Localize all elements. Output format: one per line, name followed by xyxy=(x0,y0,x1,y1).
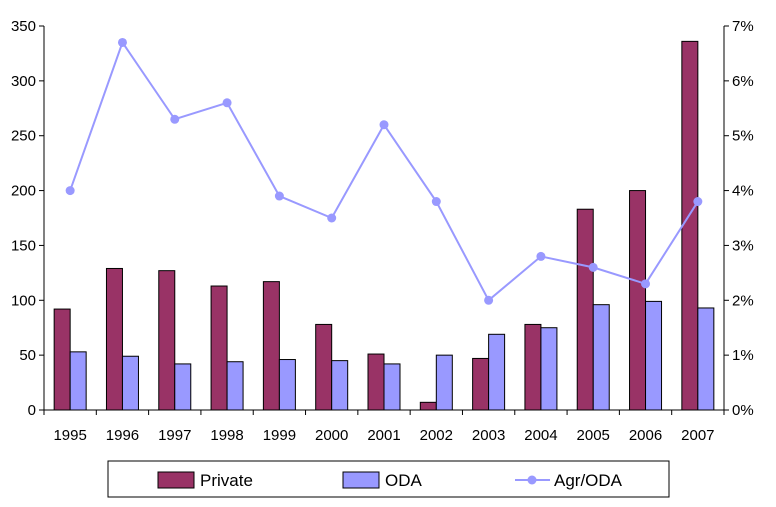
x-tick-label: 2004 xyxy=(524,427,557,444)
x-tick-label: 2002 xyxy=(420,427,453,444)
bar-oda xyxy=(488,333,506,411)
bar-oda xyxy=(697,307,715,411)
bar-series xyxy=(53,40,715,411)
bar-private xyxy=(158,270,176,411)
bar-private xyxy=(472,357,490,411)
point-agr-oda xyxy=(484,295,494,305)
point-agr-oda xyxy=(431,197,441,207)
line-agr-oda xyxy=(69,40,699,302)
left-tick-label: 150 xyxy=(11,237,36,254)
bar-oda xyxy=(174,363,192,411)
right-tick-label: 6% xyxy=(732,73,754,90)
left-tick-label: 0 xyxy=(28,402,36,419)
right-tick-label: 4% xyxy=(732,183,754,200)
bar-private xyxy=(681,40,699,411)
left-axis-ticks: 0 50 100 150 200 250 300 350 xyxy=(11,18,44,419)
x-tick-label: 1996 xyxy=(106,427,139,444)
x-tick-label: 2000 xyxy=(315,427,348,444)
right-tick-label: 7% xyxy=(732,18,754,35)
axes xyxy=(43,26,725,411)
bar-private xyxy=(629,190,647,411)
left-tick-label: 200 xyxy=(11,183,36,200)
x-tick-label: 1998 xyxy=(210,427,243,444)
left-tick-label: 350 xyxy=(11,18,36,35)
bar-private xyxy=(524,323,542,411)
right-tick-label: 2% xyxy=(732,292,754,309)
point-agr-oda xyxy=(117,37,127,47)
point-agr-oda xyxy=(327,213,337,223)
right-tick-label: 0% xyxy=(732,402,754,419)
legend-marker-agr-oda xyxy=(527,475,537,485)
bar-oda xyxy=(435,354,453,411)
point-agr-oda xyxy=(170,114,180,124)
bar-private xyxy=(262,281,280,411)
x-tick-label: 2005 xyxy=(577,427,610,444)
left-tick-label: 250 xyxy=(11,128,36,145)
x-tick-label: 1995 xyxy=(53,427,86,444)
legend-box xyxy=(107,460,670,498)
bar-oda xyxy=(331,360,349,411)
point-agr-oda xyxy=(588,262,598,272)
point-agr-oda xyxy=(379,120,389,130)
x-tick-label: 2007 xyxy=(681,427,714,444)
bar-oda xyxy=(645,300,663,411)
point-agr-oda xyxy=(274,191,284,201)
left-tick-label: 300 xyxy=(11,73,36,90)
bar-oda xyxy=(592,304,610,411)
left-tick-label: 100 xyxy=(11,292,36,309)
point-agr-oda xyxy=(222,98,232,108)
bar-oda xyxy=(69,351,87,411)
right-tick-label: 5% xyxy=(732,128,754,145)
right-tick-label: 3% xyxy=(732,237,754,254)
legend-label-agr-oda: Agr/ODA xyxy=(554,471,623,490)
bar-oda xyxy=(121,355,139,411)
line-series xyxy=(65,37,703,305)
bar-oda xyxy=(226,361,244,411)
legend-label-oda: ODA xyxy=(385,471,423,490)
right-tick-label: 1% xyxy=(732,347,754,364)
x-axis-ticks: 1995 1996 1997 1998 1999 2000 2001 2002 2003 2004… xyxy=(43,410,725,444)
point-agr-oda xyxy=(641,279,651,289)
bar-private xyxy=(576,208,594,411)
bar-private xyxy=(315,323,333,411)
bar-private xyxy=(367,353,385,411)
bar-oda xyxy=(278,359,296,411)
right-axis-ticks: 0% 1% 2% 3% 4% 5% 6% 7% xyxy=(724,18,754,419)
point-agr-oda xyxy=(65,186,75,196)
x-tick-label: 2006 xyxy=(629,427,662,444)
x-tick-label: 2001 xyxy=(367,427,400,444)
x-tick-label: 1999 xyxy=(263,427,296,444)
x-tick-label: 2003 xyxy=(472,427,505,444)
left-tick-label: 50 xyxy=(19,347,36,364)
bar-private xyxy=(53,308,71,411)
bar-private xyxy=(419,401,437,411)
bar-oda xyxy=(540,327,558,411)
point-agr-oda xyxy=(693,197,703,207)
x-tick-label: 1997 xyxy=(158,427,191,444)
point-agr-oda xyxy=(536,251,546,261)
legend: Private ODA Agr/ODA xyxy=(107,460,670,498)
legend-swatch-oda xyxy=(342,471,380,489)
bar-private xyxy=(105,267,123,411)
bar-private xyxy=(210,285,228,411)
legend-label-private: Private xyxy=(200,471,253,490)
legend-swatch-private xyxy=(157,471,195,489)
bar-oda xyxy=(383,363,401,411)
